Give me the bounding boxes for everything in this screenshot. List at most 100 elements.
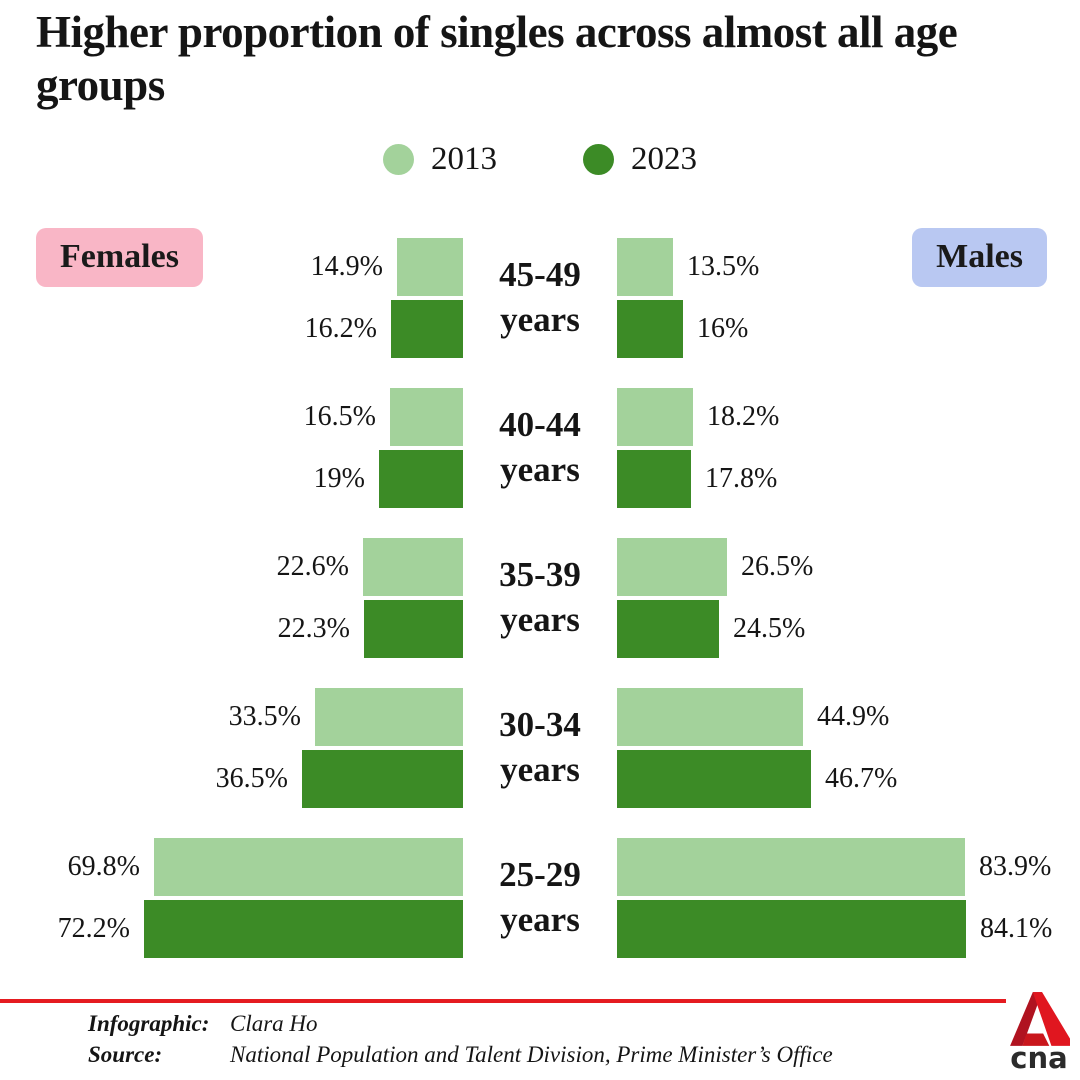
- source-label: Source:: [88, 1041, 163, 1067]
- credits: Infographic: Clara Ho Source: National P…: [88, 1010, 833, 1070]
- male-bars: 18.2% 17.8%: [617, 388, 1080, 508]
- female-2013-value: 69.8%: [67, 851, 140, 882]
- source-value: National Population and Talent Division,…: [230, 1041, 833, 1067]
- female-2023-bar: [391, 300, 463, 358]
- age-range: 45-49: [499, 255, 581, 295]
- age-range: 30-34: [499, 705, 581, 745]
- chart-rows: 14.9% 16.2% 45-49 years 13.5% 16% 16.5% 19% 40-4…: [0, 238, 1080, 958]
- male-2013-bar: [617, 838, 965, 896]
- female-2023-bar-line: 36.5%: [216, 750, 463, 808]
- female-2023-bar: [144, 900, 463, 958]
- male-2023-bar-line: 24.5%: [617, 600, 805, 658]
- page-title: Higher proportion of singles across almo…: [36, 7, 958, 110]
- female-bars: 22.6% 22.3%: [0, 538, 463, 658]
- age-group-row-30-34: 33.5% 36.5% 30-34 years 44.9% 46.7%: [0, 688, 1080, 808]
- age-suffix: years: [500, 300, 580, 339]
- age-group-row-40-44: 16.5% 19% 40-44 years 18.2% 17.8%: [0, 388, 1080, 508]
- age-range: 40-44: [499, 405, 581, 445]
- male-2013-bar: [617, 538, 727, 596]
- male-bars: 83.9% 84.1%: [617, 838, 1080, 958]
- female-2023-bar-line: 22.3%: [278, 600, 463, 658]
- legend-dot-icon: [383, 144, 414, 175]
- cna-logo-text: cna: [1010, 1041, 1068, 1075]
- female-2013-value: 33.5%: [228, 701, 301, 732]
- male-2023-bar-line: 46.7%: [617, 750, 897, 808]
- infographic-label: Infographic:: [88, 1011, 210, 1036]
- male-2023-value: 46.7%: [825, 763, 898, 794]
- male-2013-value: 26.5%: [741, 551, 814, 582]
- female-2013-bar: [315, 688, 463, 746]
- male-2013-bar: [617, 238, 673, 296]
- age-group-label: 35-39 years: [463, 538, 617, 658]
- female-bars: 14.9% 16.2%: [0, 238, 463, 358]
- male-bars: 13.5% 16%: [617, 238, 1080, 358]
- male-2013-value: 44.9%: [817, 701, 890, 732]
- female-2023-bar-line: 19%: [314, 450, 463, 508]
- legend-label: 2023: [631, 141, 697, 177]
- legend-label: 2013: [431, 141, 497, 177]
- male-2013-bar-line: 26.5%: [617, 538, 813, 596]
- age-range: 25-29: [499, 855, 581, 895]
- female-2013-bar-line: 33.5%: [229, 688, 463, 746]
- male-2013-value: 83.9%: [979, 851, 1052, 882]
- male-2013-bar: [617, 388, 693, 446]
- cna-logo: cna: [1003, 992, 1075, 1073]
- female-2023-bar: [302, 750, 463, 808]
- female-2023-bar-line: 72.2%: [58, 900, 463, 958]
- female-2023-value: 19%: [313, 463, 365, 494]
- infographic-value: Clara Ho: [230, 1011, 318, 1036]
- male-2023-bar: [617, 600, 719, 658]
- age-group-row-35-39: 22.6% 22.3% 35-39 years 26.5% 24.5%: [0, 538, 1080, 658]
- male-2013-bar-line: 18.2%: [617, 388, 779, 446]
- male-2013-bar-line: 13.5%: [617, 238, 759, 296]
- male-2013-bar-line: 83.9%: [617, 838, 1051, 896]
- age-group-label: 40-44 years: [463, 388, 617, 508]
- male-2013-value: 18.2%: [707, 401, 780, 432]
- male-2013-bar: [617, 688, 803, 746]
- age-suffix: years: [500, 450, 580, 489]
- age-suffix: years: [500, 600, 580, 639]
- legend-item-2013: 2013: [383, 141, 497, 178]
- male-2023-bar: [617, 750, 811, 808]
- legend-dot-icon: [583, 144, 614, 175]
- legend-item-2023: 2023: [583, 141, 697, 178]
- female-2023-bar: [364, 600, 463, 658]
- cna-logo-icon: [1003, 992, 1075, 1046]
- female-2013-bar-line: 16.5%: [304, 388, 463, 446]
- male-2023-value: 24.5%: [733, 613, 806, 644]
- female-2023-value: 36.5%: [215, 763, 288, 794]
- male-2023-bar: [617, 300, 683, 358]
- age-range: 35-39: [499, 555, 581, 595]
- females-badge: Females: [36, 228, 203, 287]
- female-2013-bar-line: 69.8%: [68, 838, 463, 896]
- female-bars: 69.8% 72.2%: [0, 838, 463, 958]
- male-2023-bar: [617, 450, 691, 508]
- legend: 2013 2023: [0, 141, 1080, 178]
- female-2023-value: 72.2%: [57, 913, 130, 944]
- male-2023-bar-line: 84.1%: [617, 900, 1052, 958]
- female-2023-bar: [379, 450, 463, 508]
- male-2023-bar: [617, 900, 966, 958]
- female-2013-bar: [390, 388, 463, 446]
- age-suffix: years: [500, 750, 580, 789]
- female-2023-bar-line: 16.2%: [305, 300, 463, 358]
- female-2023-value: 16.2%: [304, 313, 377, 344]
- males-badge: Males: [912, 228, 1047, 287]
- female-2013-bar: [397, 238, 463, 296]
- age-group-row-25-29: 69.8% 72.2% 25-29 years 83.9% 84.1%: [0, 838, 1080, 958]
- male-2013-value: 13.5%: [687, 251, 760, 282]
- female-bars: 16.5% 19%: [0, 388, 463, 508]
- male-bars: 44.9% 46.7%: [617, 688, 1080, 808]
- age-group-label: 30-34 years: [463, 688, 617, 808]
- female-2013-value: 14.9%: [310, 251, 383, 282]
- female-2013-bar: [154, 838, 463, 896]
- male-2023-bar-line: 16%: [617, 300, 748, 358]
- age-suffix: years: [500, 900, 580, 939]
- male-bars: 26.5% 24.5%: [617, 538, 1080, 658]
- male-2023-value: 17.8%: [705, 463, 778, 494]
- age-group-row-45-49: 14.9% 16.2% 45-49 years 13.5% 16%: [0, 238, 1080, 358]
- footer-divider: [0, 999, 1006, 1003]
- age-group-label: 25-29 years: [463, 838, 617, 958]
- female-2013-bar-line: 14.9%: [311, 238, 463, 296]
- female-2013-bar: [363, 538, 463, 596]
